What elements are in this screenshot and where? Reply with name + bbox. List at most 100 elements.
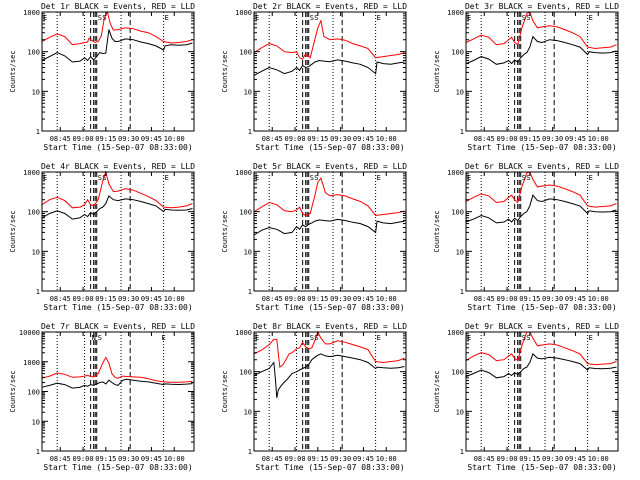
panel-title: Det 2r BLACK = Events, RED = LLD — [253, 2, 407, 11]
x-tick-label: 09:15 — [519, 295, 540, 303]
x-tick-label: 09:15 — [307, 295, 328, 303]
panel-8: Det 8r BLACK = Events, RED = LLD 1 10 100 10… — [221, 322, 407, 472]
y-tick-label: 1000 — [447, 9, 464, 17]
y-tick-label: 1000 — [447, 329, 464, 337]
series-events — [465, 35, 617, 65]
event-marker: E — [255, 14, 259, 22]
x-tick-label: 10:00 — [588, 295, 609, 303]
x-tick-label: 09:15 — [519, 135, 540, 143]
x-axis-label: Start Time (15-Sep-07 08:33:00) — [43, 463, 192, 472]
x-tick-label: 08:45 — [474, 135, 495, 143]
event-marker: S — [522, 14, 526, 22]
event-marker: E — [467, 334, 471, 342]
x-tick-label: 09:00 — [497, 295, 518, 303]
series-events — [41, 195, 193, 220]
x-tick-label: 09:30 — [118, 295, 139, 303]
y-tick-label: 1000 — [23, 169, 40, 177]
event-marker: S — [314, 174, 318, 182]
y-tick-label: 10 — [456, 88, 464, 96]
x-tick-label: 10:00 — [588, 135, 609, 143]
x-tick-label: 09:30 — [542, 295, 563, 303]
panel-title: Det 8r BLACK = Events, RED = LLD — [253, 322, 407, 331]
y-tick-label: 10 — [456, 408, 464, 416]
panel-2: Det 2r BLACK = Events, RED = LLD 1 10 100 10… — [221, 2, 407, 152]
x-tick-label: 09:30 — [542, 455, 563, 463]
x-tick-label: 08:45 — [50, 135, 71, 143]
y-tick-label: 100 — [239, 49, 252, 57]
panel-3: Det 3r BLACK = Events, RED = LLD 1 10 100 10… — [433, 2, 619, 152]
y-tick-label: 1 — [36, 128, 40, 136]
y-tick-label: 1000 — [235, 169, 252, 177]
x-tick-label: 09:00 — [73, 295, 94, 303]
x-tick-label: 09:00 — [73, 135, 94, 143]
series-lld — [41, 10, 193, 46]
x-tick-label: 08:45 — [474, 295, 495, 303]
y-tick-label: 10000 — [19, 329, 40, 337]
x-tick-label: 09:00 — [497, 455, 518, 463]
x-tick-label: 08:45 — [262, 455, 283, 463]
x-tick-label: 10:00 — [164, 135, 185, 143]
plot-frame — [465, 171, 619, 292]
event-marker: E — [43, 14, 47, 22]
panel-title: Det 1r BLACK = Events, RED = LLD — [41, 2, 195, 11]
series-events — [253, 59, 405, 76]
event-marker: S — [102, 174, 106, 182]
series-events — [465, 194, 617, 224]
x-tick-label: 09:45 — [141, 135, 162, 143]
y-axis-label: Counts/sec — [9, 210, 17, 252]
series-lld — [465, 11, 617, 50]
series-lld — [253, 19, 405, 60]
x-tick-label: 09:15 — [95, 135, 116, 143]
x-tick-label: 09:45 — [565, 455, 586, 463]
y-tick-label: 10 — [244, 88, 252, 96]
event-marker: S — [526, 334, 530, 342]
y-tick-label: 100 — [239, 209, 252, 217]
event-marker: S — [310, 174, 314, 182]
y-tick-label: 100 — [27, 209, 40, 217]
y-tick-label: 100 — [451, 49, 464, 57]
x-tick-label: 08:45 — [262, 135, 283, 143]
panel-6: Det 6r BLACK = Events, RED = LLD 1 10 100 10… — [433, 162, 619, 312]
x-tick-label: 09:00 — [285, 295, 306, 303]
y-tick-label: 100 — [451, 209, 464, 217]
event-marker: E — [589, 14, 593, 22]
event-marker: S — [98, 334, 102, 342]
series-lld — [465, 171, 617, 208]
y-tick-label: 1000 — [23, 359, 40, 367]
y-tick-label: 10 — [456, 248, 464, 256]
plot-frame — [41, 11, 195, 132]
x-tick-label: 08:45 — [262, 295, 283, 303]
event-marker: E — [589, 174, 593, 182]
series-events — [253, 218, 405, 236]
x-tick-label: 09:15 — [519, 455, 540, 463]
y-tick-label: 10 — [244, 248, 252, 256]
x-axis-label: Start Time (15-Sep-07 08:33:00) — [467, 303, 616, 312]
y-tick-label: 100 — [239, 369, 252, 377]
y-tick-label: 1000 — [235, 9, 252, 17]
series-events — [41, 378, 193, 389]
x-tick-label: 09:45 — [565, 135, 586, 143]
x-tick-label: 09:45 — [353, 455, 374, 463]
plot-frame — [41, 171, 195, 292]
plot-frame — [253, 331, 407, 452]
y-tick-label: 1 — [248, 288, 252, 296]
plot-frame — [465, 331, 619, 452]
panel-4: Det 4r BLACK = Events, RED = LLD 1 10 100 10… — [9, 162, 195, 312]
x-tick-label: 10:00 — [588, 455, 609, 463]
y-tick-label: 1 — [460, 128, 464, 136]
y-tick-label: 1000 — [447, 169, 464, 177]
x-axis-label: Start Time (15-Sep-07 08:33:00) — [255, 463, 404, 472]
series-lld — [253, 330, 405, 369]
panel-9: Det 9r BLACK = Events, RED = LLD 1 10 100 10… — [433, 322, 619, 472]
x-axis-label: Start Time (15-Sep-07 08:33:00) — [255, 143, 404, 152]
x-tick-label: 09:15 — [307, 135, 328, 143]
plot-frame — [41, 331, 195, 452]
event-marker: S — [98, 174, 102, 182]
event-marker: S — [522, 174, 526, 182]
event-marker: E — [377, 174, 381, 182]
event-marker: E — [43, 174, 47, 182]
x-axis-label: Start Time (15-Sep-07 08:33:00) — [467, 463, 616, 472]
panel-title: Det 7r BLACK = Events, RED = LLD — [41, 322, 195, 331]
series-lld — [41, 170, 193, 209]
y-tick-label: 10 — [32, 418, 40, 426]
